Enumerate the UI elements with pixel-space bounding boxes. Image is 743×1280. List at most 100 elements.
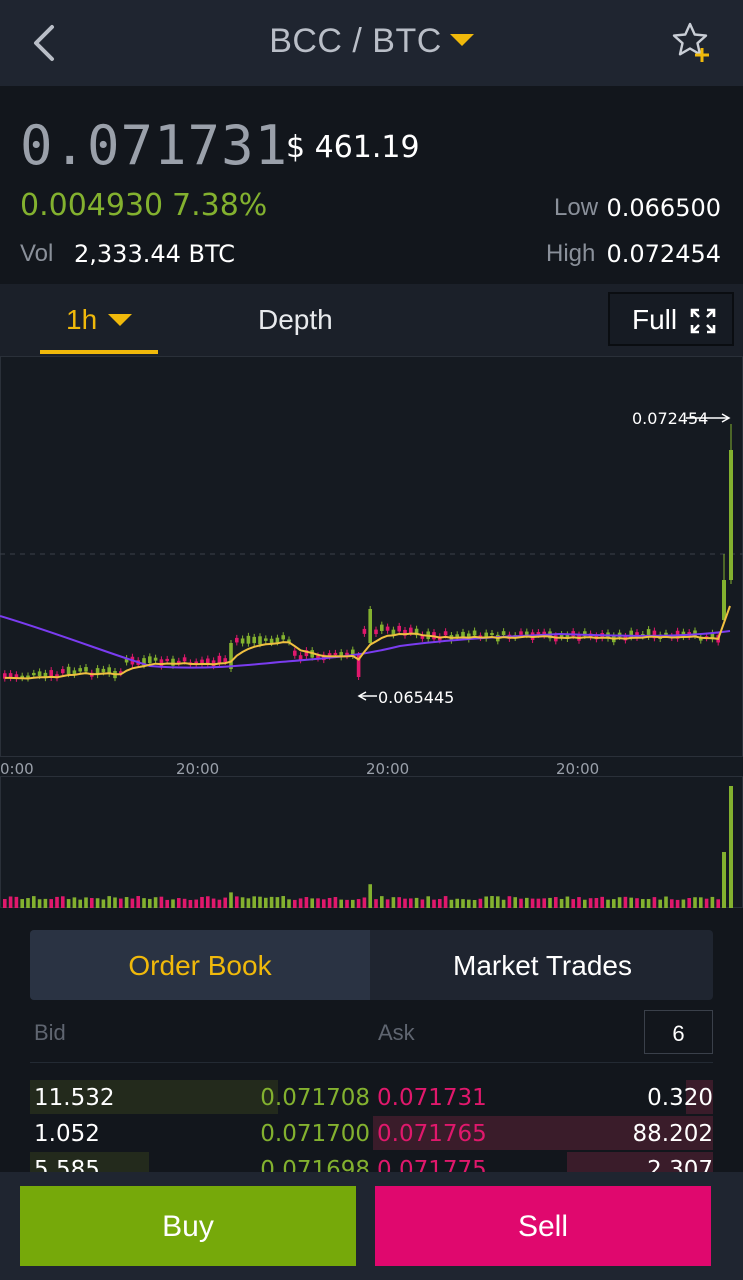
candle [409,627,413,634]
buy-button[interactable]: Buy [20,1186,356,1266]
tab-market-trades[interactable]: Market Trades [372,930,713,1000]
interval-label: 1h [66,304,98,335]
volume-bar [559,898,564,908]
volume-bar [606,899,610,908]
sell-button[interactable]: Sell [375,1186,711,1266]
volume-bar [182,898,187,908]
expand-icon [690,308,716,334]
ask-price: 0.071731 [377,1085,487,1111]
ask-header: Ask [378,1020,415,1045]
bid-quantity: 11.532 [34,1085,115,1111]
volume-bar [188,899,193,908]
candle [583,631,587,636]
volume-bar [438,899,442,908]
volume-bar [153,897,158,908]
volume-bar [124,897,129,908]
candle [287,639,291,643]
volume-bar [246,898,251,908]
low-label: Low [554,194,599,221]
tab-interval[interactable]: 1h [40,284,158,356]
precision-selector[interactable]: 6 [644,1010,713,1054]
ticker-summary: 0.071731 $ 461.19 0.004930 7.38% Vol 2,3… [0,86,743,284]
trade-action-bar: Buy Sell [0,1172,743,1280]
bid-price: 0.071708 [260,1085,370,1111]
volume-bar [687,898,691,908]
volume-bar [554,897,558,908]
candle [264,638,268,641]
volume-bar [507,896,512,908]
candle [49,670,53,678]
volume-bar [229,892,233,908]
volume-bar [177,898,181,908]
volume-bar [130,898,135,908]
usd-price: $ 461.19 [286,130,420,165]
candle [420,634,425,639]
candle [66,666,71,675]
add-favorite-button[interactable] [668,18,718,68]
ask-quantity: 88.202 [632,1121,713,1147]
volume-bar [391,897,396,908]
chart-tab-bar: 1h Depth Full [0,284,743,356]
pair-selector[interactable]: BCC / BTC [0,22,743,61]
candle [26,675,30,679]
candle [652,630,657,639]
max-arrow-head [721,413,731,423]
candle [385,626,390,631]
candle [345,652,349,657]
candle [403,629,407,636]
ask-price: 0.071765 [377,1121,487,1147]
order-book-row[interactable]: 11.532 0.071708 0.071731 0.320 [30,1080,713,1114]
candle [391,629,396,636]
volume-bar [194,899,198,908]
tab-order-book[interactable]: Order Book [30,930,370,1000]
volume-bar [223,897,227,908]
candle [223,658,227,663]
candle [8,673,13,679]
volume-bar [374,899,378,908]
volume-bar [356,899,361,908]
candle [124,658,129,663]
high-value: 0.072454 [606,240,721,268]
volume-bar [380,896,384,908]
volume-bar [675,899,680,908]
volume-bar [264,897,268,908]
volume-bar [32,896,36,908]
volume-bar [310,898,314,908]
fullscreen-button[interactable]: Full [608,292,734,346]
volume-bar [84,897,88,908]
volume-bar [501,899,506,908]
price-chart[interactable]: 0.072454 0.065445 0:00 20:00 20:00 20:00 [0,356,743,908]
volume-bar [722,852,726,908]
top-nav-bar: BCC / BTC [0,0,743,86]
volume-bar [594,898,599,908]
volume-bar [61,896,65,908]
volume-bar [461,899,465,908]
back-button[interactable] [22,18,66,68]
volume-bar [519,898,523,908]
candle [148,656,152,664]
order-book-row[interactable]: 1.052 0.071700 0.071765 88.202 [30,1116,713,1150]
candle [194,661,198,665]
volume-bar [548,897,552,908]
candle [43,672,48,679]
candle [275,637,280,643]
candle [356,655,361,677]
volume-bar [252,896,256,908]
candle [206,658,210,665]
volume-label: Vol [20,240,54,267]
candle [536,632,541,635]
volume-bar [113,897,117,908]
volume-bar [362,897,367,908]
tab-depth[interactable]: Depth [258,304,333,335]
tab-order-book-label: Order Book [128,950,272,981]
volume-bar [542,898,546,908]
volume-bar [14,896,19,908]
candlestick-chart[interactable]: 0.072454 0.065445 0:00 20:00 20:00 20:00 [0,356,743,908]
candle [304,650,309,657]
candle [95,668,100,676]
active-tab-indicator [40,350,158,354]
candle [72,670,77,675]
candle [269,638,274,644]
volume-bar [403,898,407,908]
